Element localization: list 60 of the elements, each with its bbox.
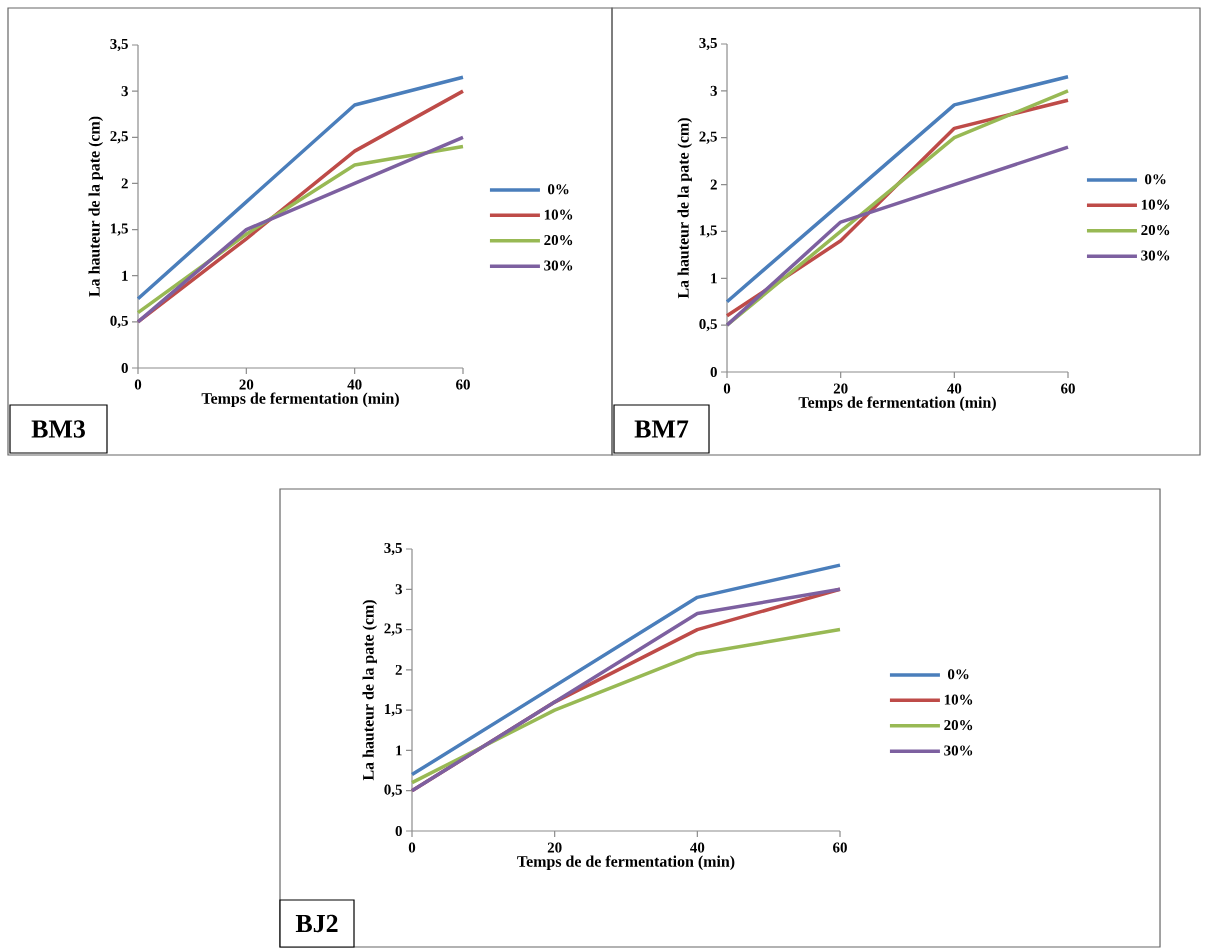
y-tick-label: 1,5 [700, 225, 717, 238]
y-tick-label: 0 [710, 366, 717, 378]
x-axis-title: Temps de de fermentation (min) [517, 855, 735, 871]
x-tick-label: 20 [833, 383, 848, 394]
y-axis-title: La hauteur de la pate (cm) [88, 116, 103, 297]
x-axis-title: Temps de fermentation (min) [798, 396, 996, 412]
y-axis-title: La hauteur de la pate (cm) [677, 118, 692, 299]
x-tick-label: 20 [239, 379, 254, 390]
y-tick-label: 2,5 [699, 131, 717, 144]
y-tick-label: 3,5 [699, 37, 717, 51]
legend-label: 30% [1141, 250, 1170, 261]
y-tick-label: 2,5 [110, 131, 128, 144]
line-series [725, 145, 1070, 327]
y-tick-label: 3 [710, 85, 717, 96]
text: BM3 [31, 420, 85, 438]
x-tick-label: 40 [347, 379, 362, 390]
legend-label: 20% [1141, 225, 1170, 236]
legend-label: 0% [1145, 174, 1166, 185]
legend-label: 10% [944, 694, 973, 705]
line-series [410, 627, 842, 785]
x-axis-title: Temps de fermentation (min) [201, 392, 399, 408]
legend-label: 30% [544, 260, 573, 271]
y-tick-label: 2 [710, 179, 717, 190]
legend-label: 0% [547, 184, 569, 195]
y-tick-label: 2,5 [384, 623, 402, 636]
y-tick-label: 2 [395, 664, 402, 675]
legend-label: 10% [544, 209, 573, 220]
y-tick-label: 3 [121, 86, 128, 97]
legend-label: 20% [544, 235, 573, 246]
y-tick-label: 3,5 [110, 38, 128, 52]
y-tick-label: 2 [121, 178, 128, 189]
x-tick-label: 60 [1061, 383, 1075, 394]
y-tick-label: 1 [396, 745, 402, 756]
line-series [410, 587, 842, 793]
y-tick-label: 1,5 [385, 704, 402, 717]
y-tick-label: 1,5 [111, 223, 128, 236]
x-tick-label: 0 [408, 842, 416, 853]
x-tick-label: 60 [456, 379, 470, 390]
x-tick-label: 60 [833, 842, 847, 853]
text: BM7 [634, 420, 689, 438]
y-tick-label: 0 [121, 362, 128, 374]
x-tick-label: 20 [547, 842, 562, 853]
y-tick-label: 3 [395, 584, 402, 595]
x-tick-label: 0 [134, 379, 142, 390]
legend-label: 0% [947, 669, 969, 680]
x-tick-label: 40 [947, 383, 962, 394]
x-tick-label: 40 [690, 842, 705, 853]
y-tick-label: 0 [395, 825, 402, 837]
y-tick-label: 0,5 [699, 319, 717, 332]
x-tick-label: 0 [723, 383, 731, 394]
y-tick-label: 1 [711, 273, 717, 284]
legend-label: 10% [1141, 199, 1170, 210]
legend-label: 20% [944, 720, 973, 731]
y-tick-label: 1 [122, 270, 128, 281]
y-axis-title: La hauteur de la pate (cm) [362, 600, 377, 781]
y-tick-label: 3,5 [384, 542, 402, 556]
legend-label: 30% [944, 745, 973, 756]
y-tick-label: 0,5 [110, 315, 128, 328]
y-tick-label: 0,5 [384, 784, 402, 797]
text: BJ2 [295, 914, 338, 933]
